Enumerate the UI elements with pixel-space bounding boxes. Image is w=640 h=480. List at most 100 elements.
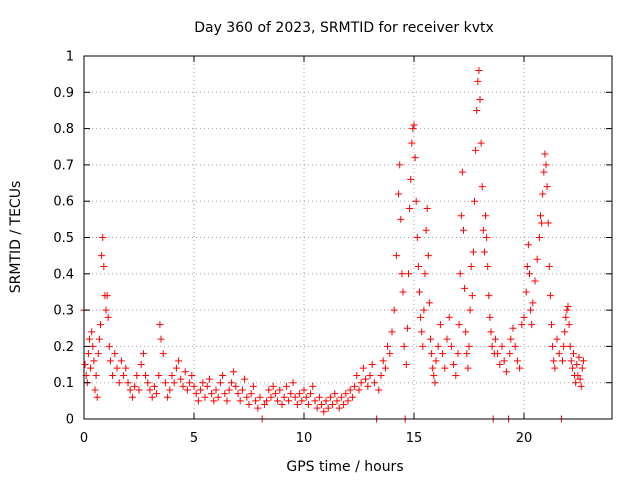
data-point: [241, 375, 249, 383]
data-point: [199, 379, 207, 387]
data-point: [326, 393, 334, 401]
x-ticks: 0 5 10 15 20: [80, 56, 532, 446]
data-point: [219, 371, 227, 379]
y-tick-label: 0.8: [53, 122, 74, 137]
data-point: [120, 371, 128, 379]
data-point: [210, 397, 218, 405]
data-point: [550, 357, 558, 365]
data-point: [417, 313, 425, 321]
data-point: [545, 263, 553, 271]
data-point: [408, 139, 416, 147]
data-point: [473, 106, 481, 114]
data-point: [227, 379, 235, 387]
data-point: [572, 379, 580, 387]
data-point: [542, 161, 550, 169]
data-point: [249, 382, 257, 390]
data-point: [447, 342, 455, 350]
data-point: [146, 386, 154, 394]
data-points: [80, 67, 587, 423]
data-point: [315, 393, 323, 401]
data-point: [355, 386, 363, 394]
data-point: [225, 386, 233, 394]
data-point: [566, 342, 574, 350]
data-point: [568, 364, 576, 372]
data-point: [84, 350, 92, 358]
data-point: [221, 390, 229, 398]
data-point: [90, 357, 98, 365]
data-point: [494, 350, 502, 358]
data-point: [214, 393, 222, 401]
data-point: [518, 321, 526, 329]
data-point: [289, 379, 297, 387]
data-point: [236, 397, 244, 405]
x-tick-label: 0: [80, 431, 88, 446]
data-point: [416, 288, 423, 296]
data-point: [375, 386, 383, 394]
data-point: [539, 190, 547, 198]
data-point: [553, 335, 561, 343]
data-point: [271, 390, 279, 398]
data-point: [91, 386, 99, 394]
data-point: [247, 390, 255, 398]
data-point: [348, 393, 356, 401]
data-point: [170, 379, 178, 387]
data-point: [186, 379, 194, 387]
data-point: [507, 335, 515, 343]
data-point: [280, 393, 288, 401]
grid-lines: [84, 56, 612, 419]
y-tick-label: 0.1: [53, 376, 74, 391]
data-point: [399, 288, 407, 296]
data-point: [201, 393, 209, 401]
data-point: [565, 321, 573, 329]
data-point: [474, 77, 482, 85]
data-point: [335, 404, 343, 412]
data-point: [478, 183, 486, 191]
data-point: [287, 390, 295, 398]
data-point: [466, 306, 474, 314]
data-point: [109, 371, 117, 379]
data-point: [329, 400, 337, 408]
data-point: [432, 357, 440, 365]
data-point: [460, 226, 467, 234]
data-point: [291, 393, 299, 401]
data-point: [483, 234, 491, 241]
data-point: [144, 379, 152, 387]
data-point: [406, 204, 414, 212]
data-point: [309, 382, 317, 390]
data-point: [403, 324, 411, 332]
data-point: [420, 306, 428, 314]
data-point: [150, 382, 158, 390]
data-point: [544, 219, 552, 227]
data-point: [342, 390, 350, 398]
data-point: [351, 382, 359, 390]
data-point: [563, 306, 571, 314]
data-point: [111, 350, 119, 358]
data-point: [106, 357, 114, 365]
data-point: [413, 234, 421, 241]
data-point: [500, 357, 508, 365]
data-point: [362, 375, 370, 383]
data-point: [397, 215, 405, 223]
data-point: [386, 350, 394, 358]
data-point: [122, 364, 130, 372]
data-point: [455, 321, 463, 329]
data-point: [469, 248, 477, 256]
y-tick-label: 0.6: [53, 195, 74, 210]
data-point: [428, 350, 436, 358]
data-point: [188, 371, 196, 379]
x-tick-label: 15: [406, 431, 423, 446]
data-point: [465, 342, 473, 350]
data-point: [509, 324, 517, 332]
data-point: [333, 397, 341, 405]
data-point: [527, 306, 535, 314]
data-point: [267, 393, 275, 401]
data-point: [102, 306, 110, 314]
data-point: [87, 364, 95, 372]
data-point: [133, 371, 141, 379]
data-point: [573, 361, 581, 369]
data-point: [208, 390, 216, 398]
data-point: [179, 382, 187, 390]
data-point: [81, 361, 89, 369]
data-point: [506, 350, 514, 358]
data-point: [183, 386, 191, 394]
